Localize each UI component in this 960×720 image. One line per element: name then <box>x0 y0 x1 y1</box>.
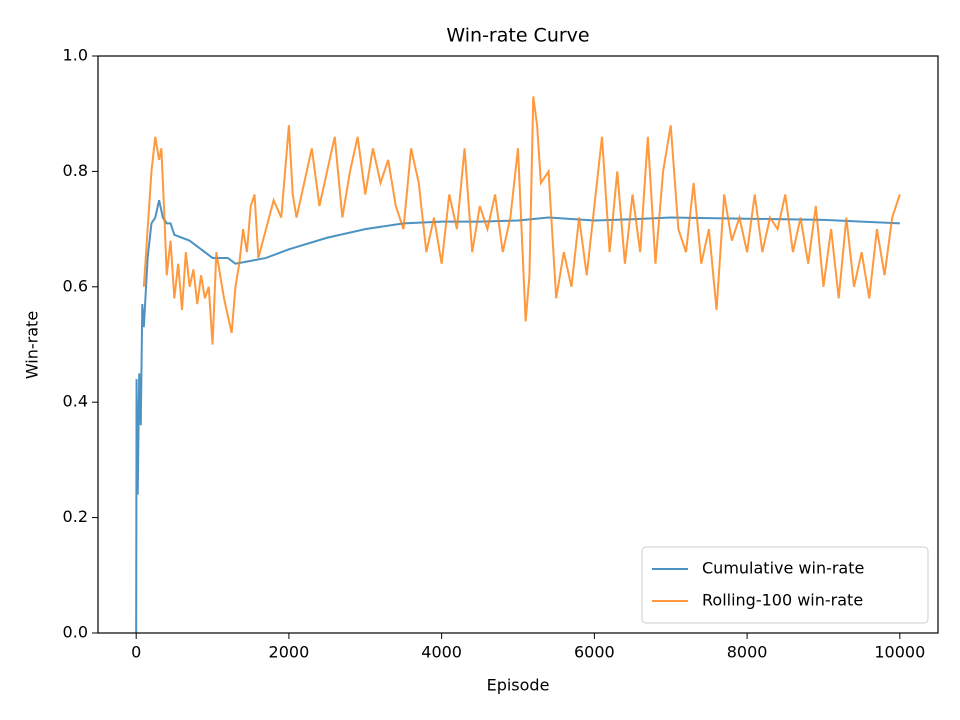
legend-frame <box>641 546 929 624</box>
y-tick-label: 0.8 <box>63 161 88 180</box>
line-series <box>142 96 901 345</box>
y-tick-label: 0.2 <box>63 507 88 526</box>
x-axis-label: Episode <box>487 676 550 695</box>
x-tick-label: 0 <box>131 643 141 662</box>
x-tick-label: 8000 <box>727 643 768 662</box>
y-tick-label: 0.0 <box>63 623 88 642</box>
x-tick-label: 4000 <box>421 643 462 662</box>
y-tick-label: 1.0 <box>63 46 88 65</box>
y-axis-label: Win-rate <box>23 311 42 379</box>
chart-title: Win-rate Curve <box>446 25 589 47</box>
legend: Cumulative win-rate Rolling-100 win-rate <box>641 546 929 624</box>
plot-frame <box>97 55 939 634</box>
y-tick-label: 0.4 <box>63 392 88 411</box>
legend-label: Rolling-100 win-rate <box>702 591 863 610</box>
y-tick-label: 0.6 <box>63 276 88 295</box>
legend-label: Cumulative win-rate <box>702 559 864 578</box>
x-tick-label: 2000 <box>269 643 310 662</box>
line-series <box>135 200 900 634</box>
x-tick-label: 6000 <box>574 643 615 662</box>
x-tick-label: 10000 <box>874 643 925 662</box>
